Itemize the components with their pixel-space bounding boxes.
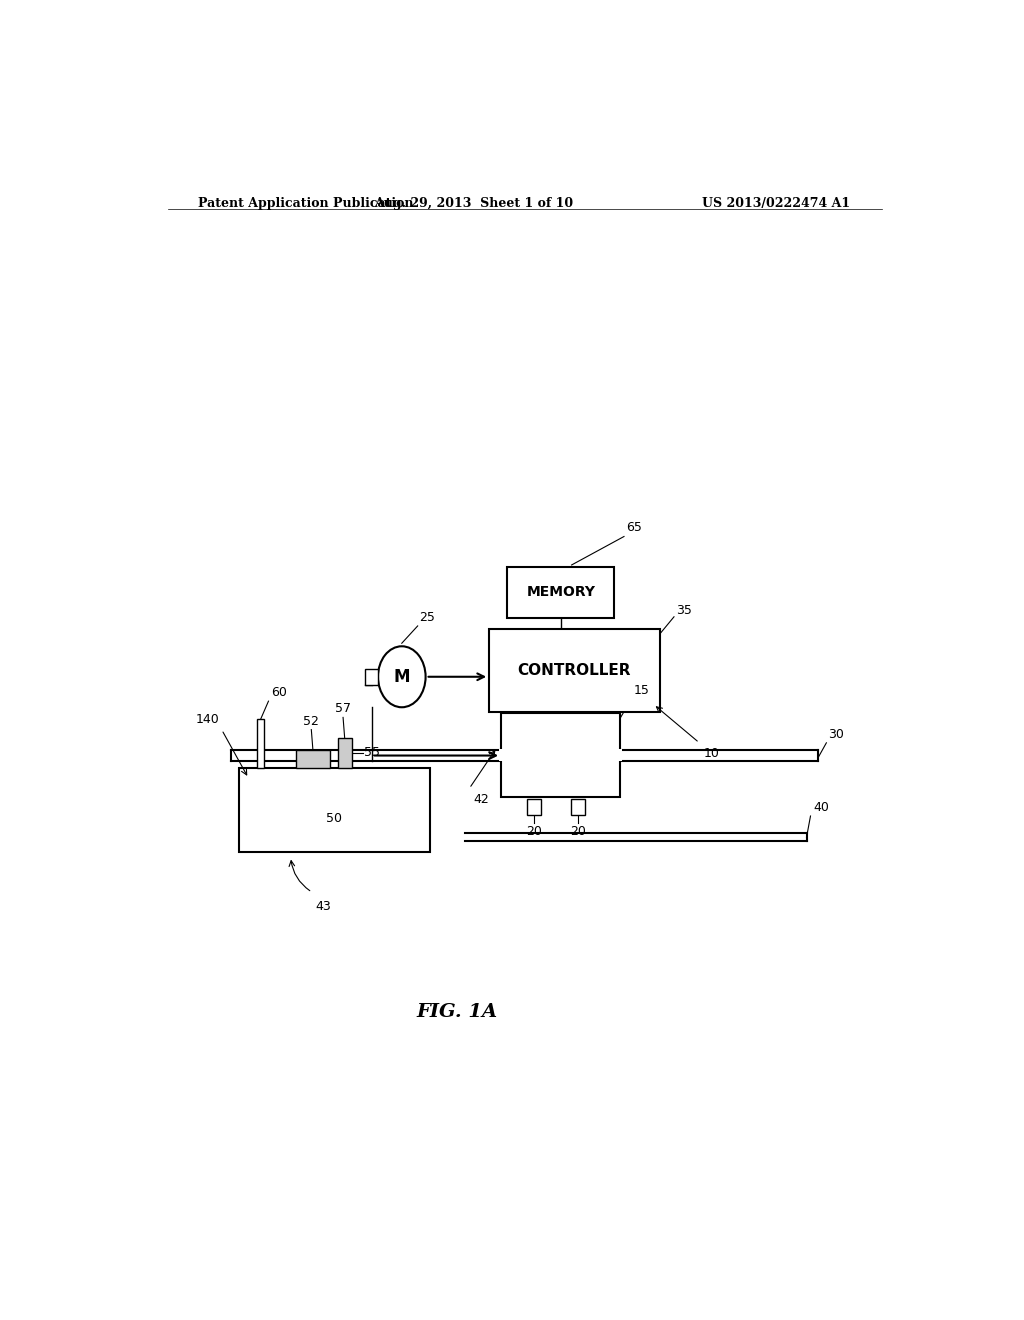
FancyBboxPatch shape (338, 738, 352, 768)
Text: 43: 43 (315, 900, 331, 913)
Text: MEMORY: MEMORY (526, 585, 595, 599)
Text: 20: 20 (526, 825, 543, 838)
Text: Patent Application Publication: Patent Application Publication (198, 197, 414, 210)
FancyBboxPatch shape (240, 768, 430, 851)
FancyBboxPatch shape (507, 568, 614, 618)
Text: 60: 60 (270, 686, 287, 700)
Text: 10: 10 (705, 747, 720, 760)
Text: M: M (393, 668, 410, 686)
FancyBboxPatch shape (366, 669, 378, 685)
Text: US 2013/0222474 A1: US 2013/0222474 A1 (702, 197, 850, 210)
Text: 20: 20 (570, 825, 586, 838)
FancyBboxPatch shape (570, 799, 585, 814)
Text: 30: 30 (828, 727, 844, 741)
Text: CONTROLLER: CONTROLLER (518, 663, 631, 678)
Text: 65: 65 (627, 521, 642, 535)
Text: 15: 15 (634, 684, 649, 697)
Text: 40: 40 (813, 801, 828, 814)
Text: Aug. 29, 2013  Sheet 1 of 10: Aug. 29, 2013 Sheet 1 of 10 (374, 197, 572, 210)
Text: FIG. 1A: FIG. 1A (417, 1003, 498, 1022)
FancyBboxPatch shape (501, 713, 620, 797)
Text: 57: 57 (335, 702, 351, 715)
Text: 35: 35 (676, 603, 691, 616)
FancyBboxPatch shape (296, 750, 330, 768)
Text: 52: 52 (302, 714, 318, 727)
Circle shape (378, 647, 426, 708)
Text: 50: 50 (327, 812, 342, 825)
FancyBboxPatch shape (527, 799, 542, 814)
Text: 25: 25 (419, 611, 435, 624)
FancyBboxPatch shape (489, 630, 659, 713)
Text: 42: 42 (473, 792, 489, 805)
Text: 55: 55 (365, 747, 381, 759)
Text: 140: 140 (196, 713, 219, 726)
FancyBboxPatch shape (257, 719, 264, 768)
FancyBboxPatch shape (500, 748, 622, 762)
